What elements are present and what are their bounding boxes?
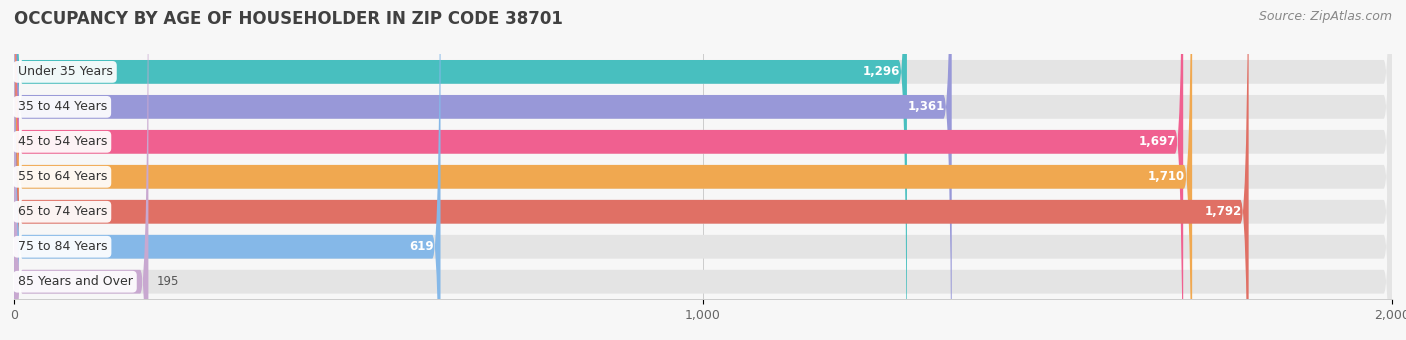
Text: 1,792: 1,792 <box>1205 205 1241 218</box>
Text: Source: ZipAtlas.com: Source: ZipAtlas.com <box>1258 10 1392 23</box>
Text: 75 to 84 Years: 75 to 84 Years <box>17 240 107 253</box>
Text: 1,361: 1,361 <box>907 100 945 113</box>
FancyBboxPatch shape <box>14 0 1249 340</box>
FancyBboxPatch shape <box>14 0 1392 340</box>
Text: 1,296: 1,296 <box>863 65 900 79</box>
Text: 45 to 54 Years: 45 to 54 Years <box>17 135 107 148</box>
FancyBboxPatch shape <box>14 0 149 340</box>
Text: 85 Years and Over: 85 Years and Over <box>17 275 132 288</box>
FancyBboxPatch shape <box>14 0 1392 340</box>
FancyBboxPatch shape <box>14 0 907 340</box>
Text: 195: 195 <box>156 275 179 288</box>
Text: 619: 619 <box>409 240 433 253</box>
Text: 1,697: 1,697 <box>1139 135 1177 148</box>
FancyBboxPatch shape <box>14 0 1192 340</box>
Text: 65 to 74 Years: 65 to 74 Years <box>17 205 107 218</box>
FancyBboxPatch shape <box>14 0 1184 340</box>
Text: 35 to 44 Years: 35 to 44 Years <box>17 100 107 113</box>
FancyBboxPatch shape <box>14 0 1392 340</box>
FancyBboxPatch shape <box>14 0 952 340</box>
FancyBboxPatch shape <box>14 0 1392 340</box>
FancyBboxPatch shape <box>14 0 1392 340</box>
Text: 1,710: 1,710 <box>1149 170 1185 183</box>
Text: 55 to 64 Years: 55 to 64 Years <box>17 170 107 183</box>
FancyBboxPatch shape <box>14 0 1392 340</box>
Text: Under 35 Years: Under 35 Years <box>17 65 112 79</box>
Text: OCCUPANCY BY AGE OF HOUSEHOLDER IN ZIP CODE 38701: OCCUPANCY BY AGE OF HOUSEHOLDER IN ZIP C… <box>14 10 562 28</box>
FancyBboxPatch shape <box>14 0 440 340</box>
FancyBboxPatch shape <box>14 0 1392 340</box>
